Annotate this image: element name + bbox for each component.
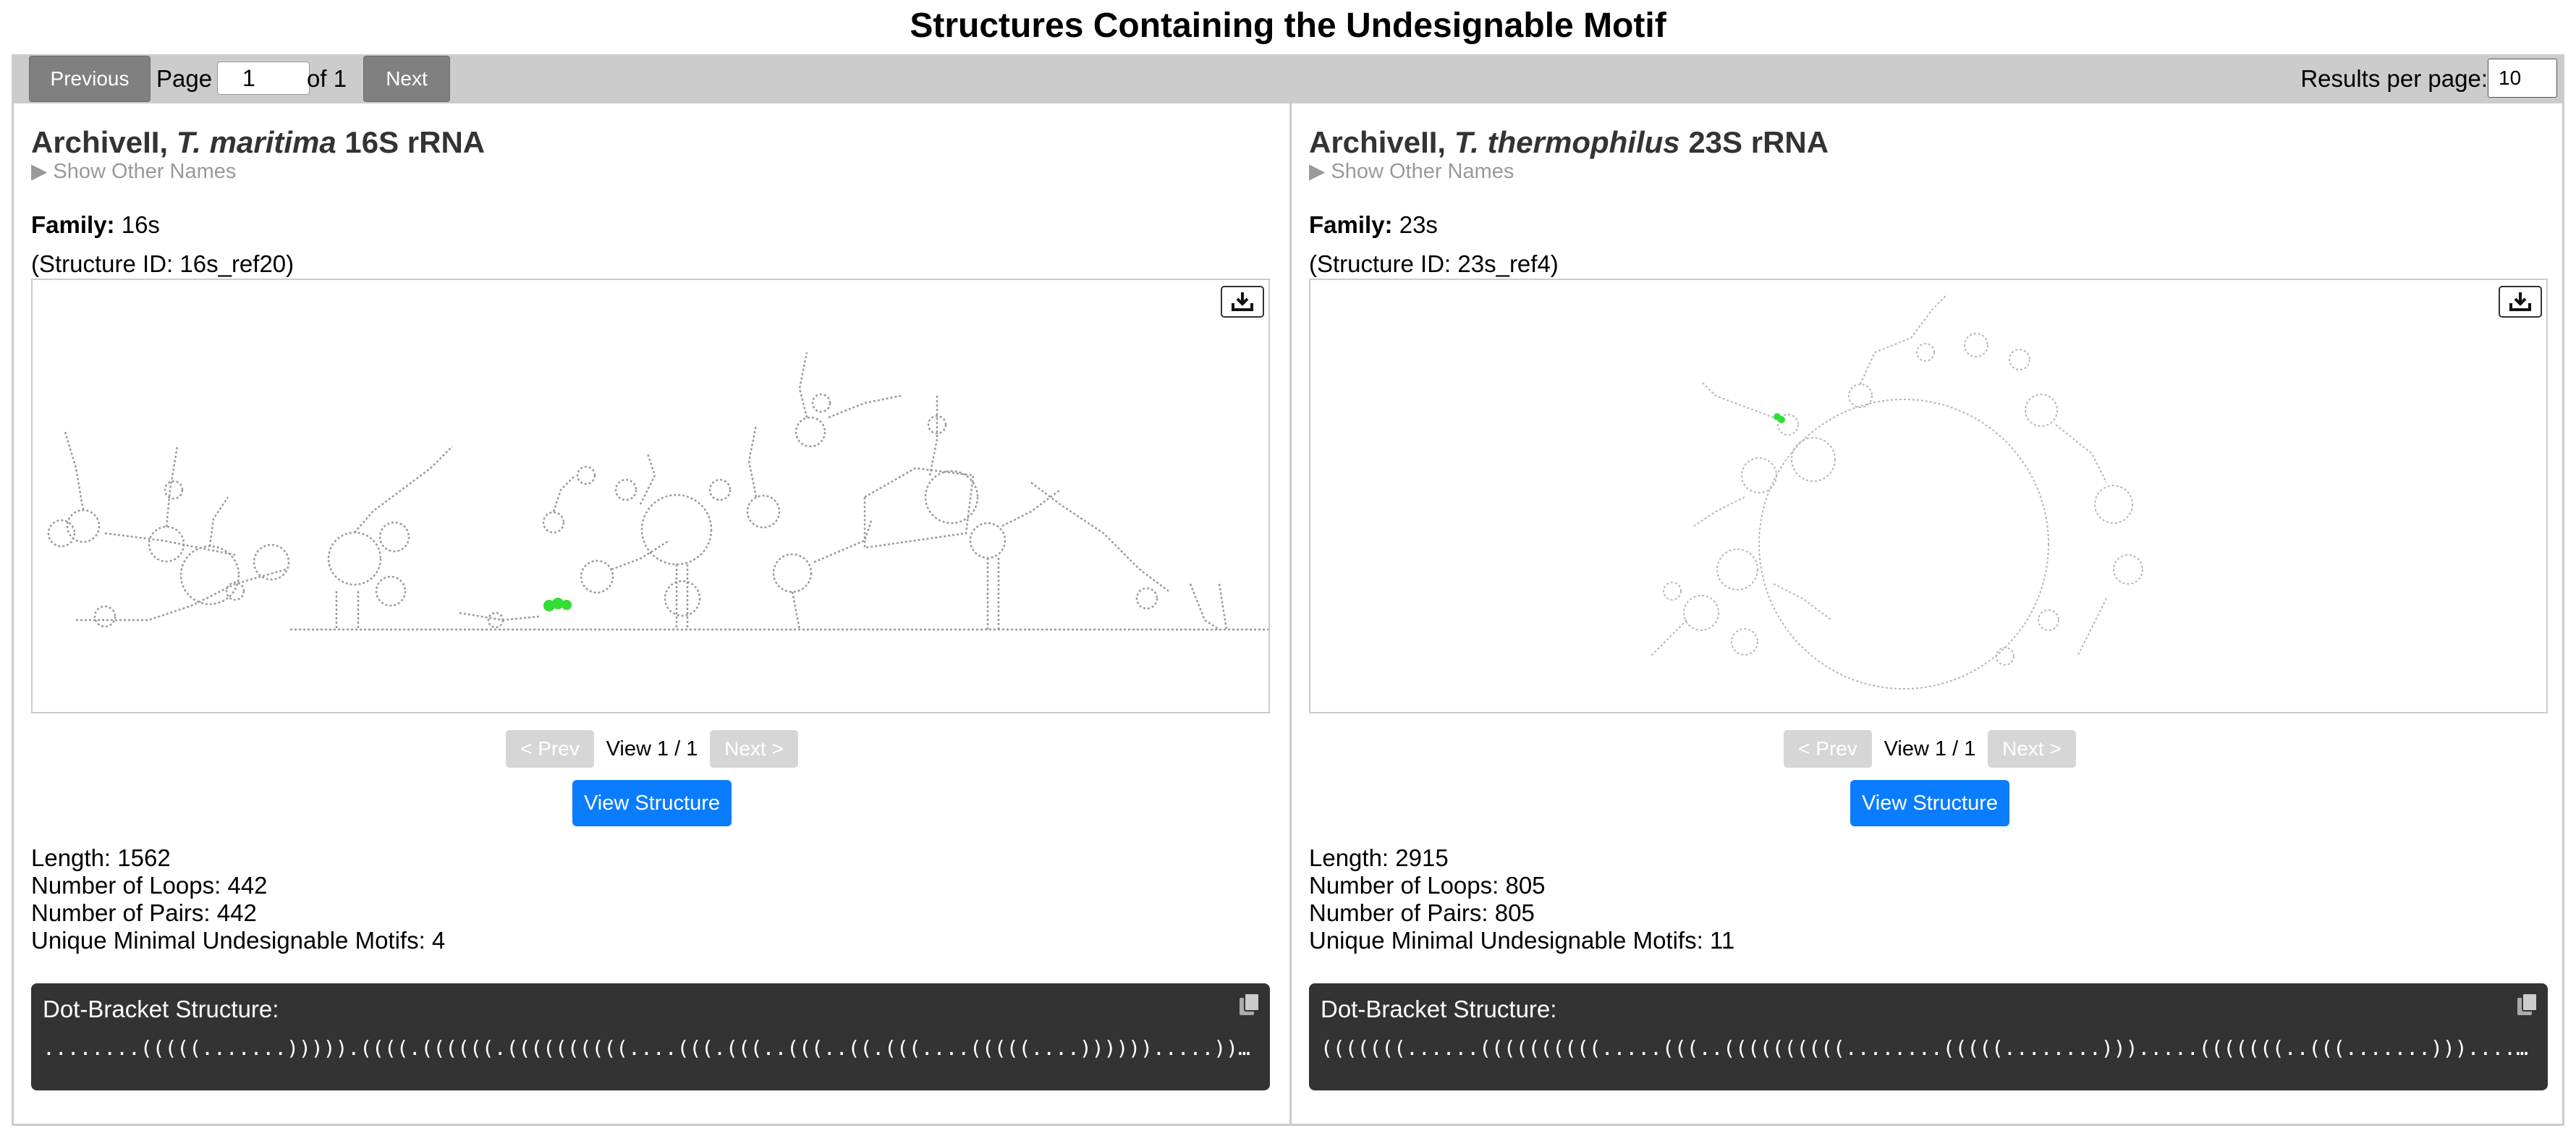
- dot-bracket-sequence: (((((((......((((((((((.....(((..(((((((…: [1321, 1036, 2536, 1060]
- results-container: ArchiveII, T. maritima 16S rRNA ▶ Show O…: [12, 103, 2564, 1126]
- page-title: Structures Containing the Undesignable M…: [910, 7, 1666, 45]
- structure-card: ArchiveII, T. maritima 16S rRNA ▶ Show O…: [14, 103, 1290, 1124]
- family-info: Family: 23s: [1309, 211, 1438, 238]
- next-page-button[interactable]: Next: [363, 56, 450, 102]
- rna-structure-drawing: [47, 352, 1268, 631]
- loops-stat: Number of Loops: 442: [31, 872, 268, 899]
- structure-viewer[interactable]: [1309, 279, 2548, 713]
- view-next-button[interactable]: Next >: [710, 730, 798, 768]
- view-counter: View 1 / 1: [1884, 737, 1976, 760]
- previous-page-button[interactable]: Previous: [29, 56, 151, 102]
- column-divider: [1289, 103, 1292, 1124]
- results-per-page-label: Results per page:: [2300, 65, 2488, 92]
- results-per-page-input[interactable]: 10: [2488, 59, 2557, 98]
- structure-id: (Structure ID: 16s_ref20): [31, 250, 295, 277]
- motifs-stat: Unique Minimal Undesignable Motifs: 11: [1309, 927, 1735, 954]
- dot-bracket-panel: Dot-Bracket Structure: (((((((......((((…: [1309, 983, 2548, 1090]
- structure-stats: Length: 1562 Number of Loops: 442 Number…: [31, 844, 445, 954]
- page-count-label: of 1: [307, 65, 347, 92]
- structure-title: ArchiveII, T. maritima 16S rRNA: [31, 125, 486, 159]
- download-icon: [2509, 292, 2531, 311]
- show-other-names-toggle[interactable]: ▶ Show Other Names: [1309, 160, 1514, 183]
- page-number-input[interactable]: 1: [217, 62, 310, 95]
- view-prev-button[interactable]: < Prev: [1784, 730, 1872, 768]
- pagination-toolbar: Previous Page 1 of 1 Next Results per pa…: [12, 54, 2564, 103]
- dot-bracket-sequence: ........(((((.......))))).((((.((((((.((…: [43, 1036, 1258, 1060]
- page-label: Page: [156, 65, 213, 92]
- pairs-stat: Number of Pairs: 442: [31, 899, 257, 926]
- structure-stats: Length: 2915 Number of Loops: 805 Number…: [1309, 844, 1734, 954]
- show-other-names-toggle[interactable]: ▶ Show Other Names: [31, 160, 237, 183]
- family-info: Family: 16s: [31, 211, 160, 238]
- length-stat: Length: 1562: [31, 844, 171, 871]
- download-button[interactable]: [2499, 286, 2542, 318]
- view-structure-button[interactable]: View Structure: [572, 780, 732, 826]
- structure-card: ArchiveII, T. thermophilus 23S rRNA ▶ Sh…: [1292, 103, 2568, 1124]
- rna-structure-drawing: [1650, 294, 2143, 690]
- loops-stat: Number of Loops: 805: [1309, 872, 1546, 899]
- motifs-stat: Unique Minimal Undesignable Motifs: 4: [31, 927, 446, 954]
- structure-viewer[interactable]: [31, 279, 1270, 713]
- view-counter: View 1 / 1: [606, 737, 698, 760]
- structure-title: ArchiveII, T. thermophilus 23S rRNA: [1309, 125, 1829, 159]
- copy-icon[interactable]: [1238, 992, 1261, 1018]
- length-stat: Length: 2915: [1309, 844, 1449, 871]
- pairs-stat: Number of Pairs: 805: [1309, 899, 1535, 926]
- dot-bracket-title: Dot-Bracket Structure:: [1321, 996, 1557, 1022]
- structure-id: (Structure ID: 23s_ref4): [1309, 250, 1559, 277]
- download-button[interactable]: [1221, 286, 1264, 318]
- dot-bracket-panel: Dot-Bracket Structure: ........(((((....…: [31, 983, 1270, 1090]
- download-icon: [1232, 292, 1253, 311]
- copy-icon[interactable]: [2516, 992, 2539, 1018]
- view-prev-button[interactable]: < Prev: [506, 730, 594, 768]
- view-next-button[interactable]: Next >: [1988, 730, 2076, 768]
- dot-bracket-title: Dot-Bracket Structure:: [43, 996, 279, 1022]
- view-structure-button[interactable]: View Structure: [1850, 780, 2009, 826]
